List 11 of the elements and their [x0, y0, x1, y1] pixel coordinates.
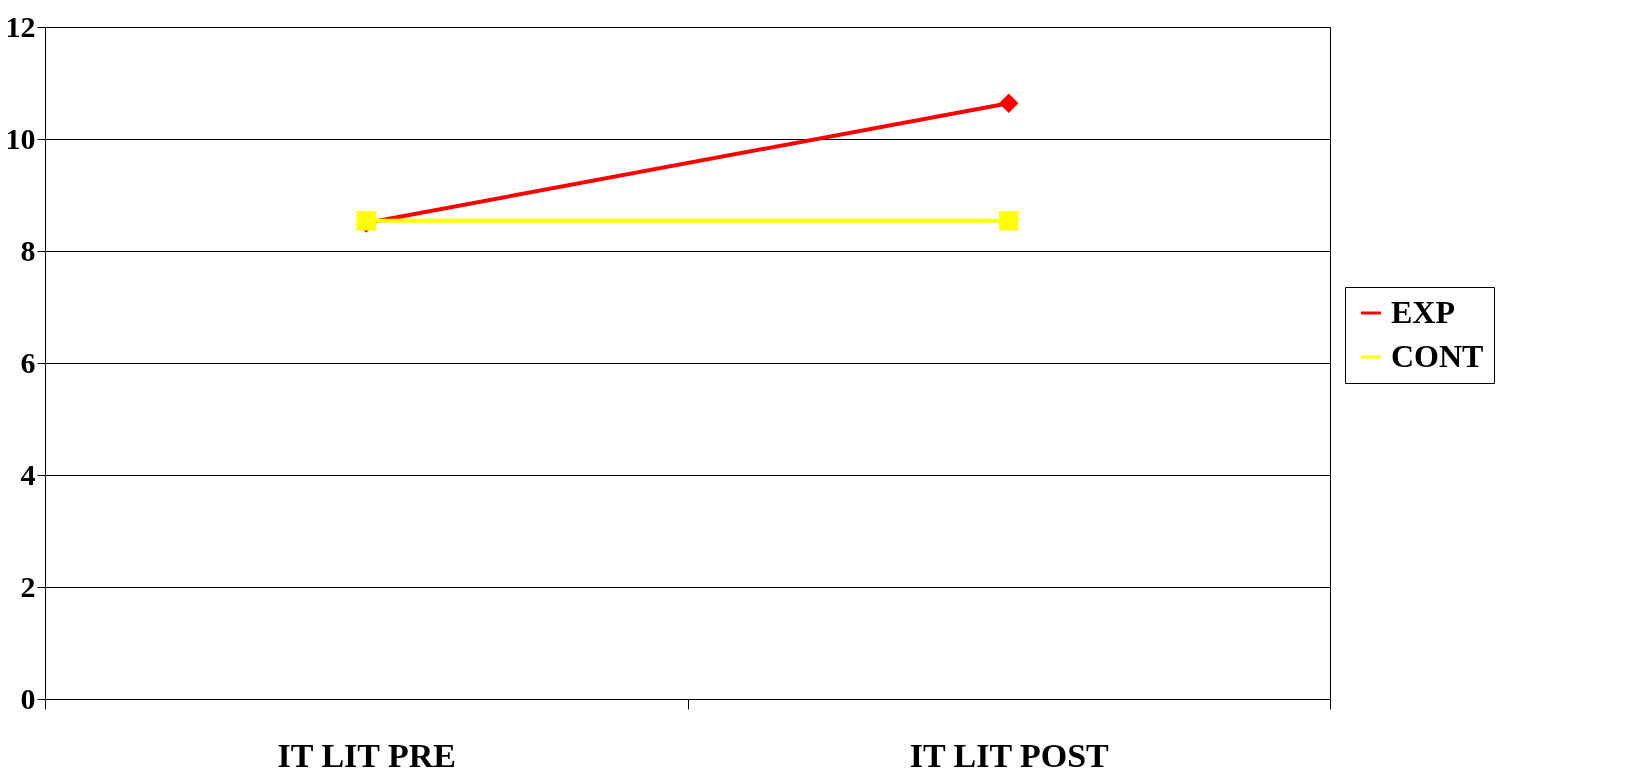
y-tick-label: 8	[20, 233, 36, 267]
y-tick-label: 4	[20, 457, 36, 491]
y-tick-label: 0	[20, 681, 36, 715]
x-tick-label: IT LIT POST	[909, 736, 1110, 774]
y-tick-label: 10	[5, 121, 36, 155]
y-tick-label: 2	[20, 569, 36, 603]
x-tick-label: IT LIT PRE	[277, 736, 456, 774]
legend-label: EXP	[1391, 294, 1455, 330]
y-tick-label: 6	[20, 345, 36, 379]
legend-label: CONT	[1391, 338, 1484, 374]
y-tick-label: 12	[5, 9, 36, 43]
